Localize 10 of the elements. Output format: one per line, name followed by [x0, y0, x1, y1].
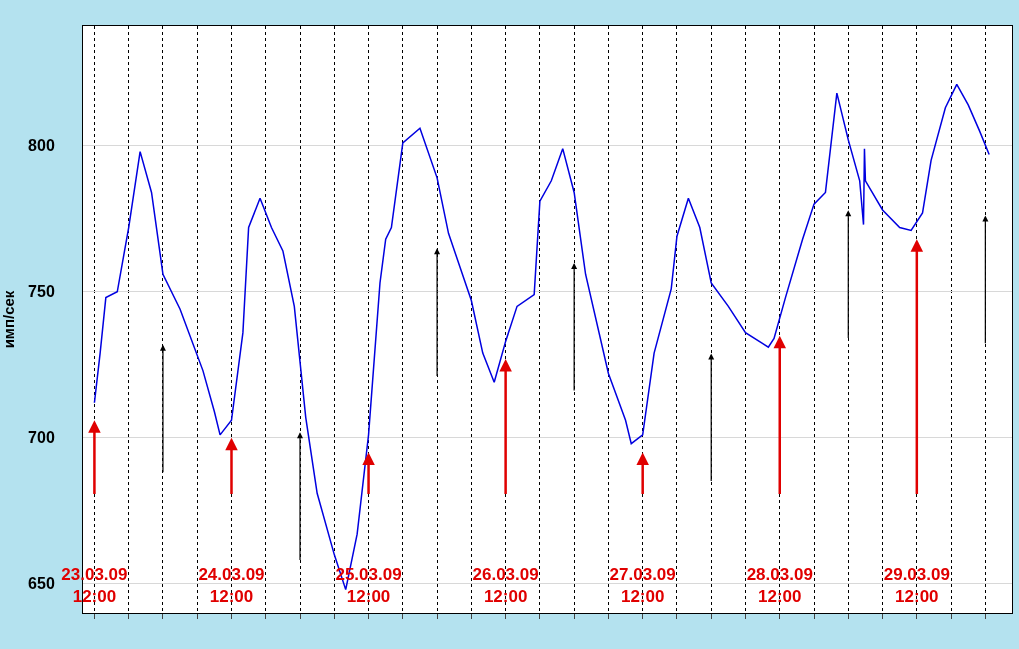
x-tick-label: 29.03.09 12:00 [883, 564, 950, 606]
x-tick-label: 24.03.09 12:00 [198, 564, 265, 606]
x-tick-label: 26.03.09 12:00 [472, 564, 539, 606]
y-tick-label: 750 [28, 283, 55, 301]
y-tick-label: 650 [28, 575, 55, 593]
y-tick-label: 700 [28, 429, 55, 447]
y-axis-title: имп/сек [0, 290, 17, 349]
y-tick-label: 800 [28, 137, 55, 155]
x-tick-label: 27.03.09 12:00 [609, 564, 676, 606]
x-tick-label: 28.03.09 12:00 [746, 564, 813, 606]
